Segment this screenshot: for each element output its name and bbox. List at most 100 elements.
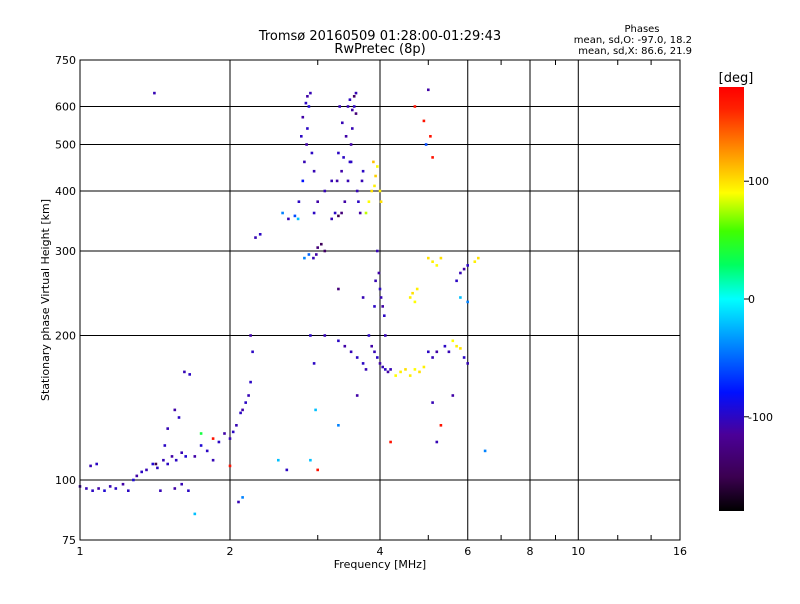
data-point — [352, 105, 356, 108]
data-point — [466, 362, 469, 365]
data-point — [333, 211, 337, 215]
data-point — [199, 432, 203, 435]
data-point — [389, 368, 392, 371]
data-point — [394, 374, 397, 377]
data-point — [153, 91, 156, 95]
data-point — [413, 105, 417, 108]
data-point — [312, 169, 316, 173]
data-point — [316, 200, 319, 203]
data-point — [424, 143, 428, 146]
data-point — [408, 374, 412, 377]
data-point — [443, 344, 447, 348]
data-point — [166, 462, 169, 466]
data-point — [427, 256, 430, 260]
data-point — [241, 496, 244, 499]
data-point — [439, 256, 443, 260]
data-point — [217, 440, 221, 444]
data-point — [114, 487, 118, 490]
stats-line-o: mean, sd,O: -97.0, 18.2 — [574, 35, 692, 46]
colorbar-label: [deg] — [719, 71, 754, 86]
data-point — [422, 119, 426, 123]
data-point — [462, 356, 466, 359]
data-point — [431, 260, 434, 263]
data-point — [376, 165, 379, 168]
data-point — [151, 462, 155, 466]
data-point — [379, 200, 383, 203]
data-point — [455, 344, 458, 348]
data-point — [343, 344, 347, 348]
data-point — [435, 264, 439, 267]
y-tick-label: 600 — [55, 101, 76, 114]
data-point — [251, 350, 254, 354]
data-point — [296, 217, 300, 221]
data-point — [473, 260, 477, 263]
data-point — [140, 470, 143, 474]
data-point — [364, 368, 368, 371]
data-point — [239, 411, 242, 415]
data-point — [361, 169, 365, 173]
data-point — [354, 91, 358, 95]
data-point — [351, 108, 354, 112]
data-point — [97, 487, 100, 490]
data-point — [244, 401, 247, 404]
data-point — [439, 424, 443, 427]
data-point — [163, 444, 167, 447]
data-point — [103, 489, 106, 492]
data-point — [413, 368, 417, 371]
data-point — [361, 296, 365, 299]
data-point — [312, 211, 316, 215]
data-point — [306, 127, 309, 130]
data-point — [355, 356, 359, 359]
data-point — [249, 380, 252, 384]
x-tick-label: 10 — [571, 545, 585, 558]
data-point — [300, 135, 303, 138]
chart-title: Tromsø 20160509 01:28:00-01:29:43 — [258, 29, 501, 44]
data-point — [459, 347, 462, 350]
data-point — [379, 296, 383, 299]
x-tick-label: 2 — [227, 545, 234, 558]
data-point — [370, 344, 373, 348]
data-point — [435, 440, 439, 444]
data-point — [335, 179, 339, 183]
x-tick-label: 1 — [77, 545, 84, 558]
data-point — [349, 350, 353, 354]
colorbar-tick-label: 100 — [748, 175, 769, 188]
data-point — [162, 458, 165, 462]
data-point — [320, 242, 323, 246]
data-point — [249, 334, 252, 337]
data-point — [135, 474, 139, 478]
data-point — [156, 466, 159, 470]
data-point — [404, 368, 407, 371]
data-point — [281, 211, 284, 215]
data-point — [455, 279, 458, 283]
data-point — [316, 468, 319, 472]
data-point — [323, 189, 327, 193]
data-point — [180, 482, 183, 486]
data-points — [78, 88, 487, 516]
data-point — [386, 370, 390, 374]
data-point — [346, 179, 350, 183]
data-point — [95, 462, 98, 466]
data-point — [254, 236, 257, 239]
data-point — [341, 121, 344, 125]
data-point — [376, 356, 379, 359]
data-point — [427, 350, 430, 354]
data-point — [337, 214, 340, 218]
data-point — [170, 455, 174, 458]
data-point — [367, 200, 371, 203]
data-point — [337, 339, 340, 343]
y-tick-label: 750 — [55, 54, 76, 67]
data-point — [211, 458, 215, 462]
data-point — [343, 200, 347, 203]
data-point — [312, 362, 316, 365]
colorbar-tick-label: -100 — [748, 411, 773, 424]
plot-frame — [79, 59, 681, 541]
data-point — [277, 458, 280, 462]
data-point — [323, 334, 327, 337]
data-point — [459, 296, 462, 299]
data-point — [462, 267, 466, 271]
data-point — [310, 151, 314, 155]
data-point — [166, 427, 169, 430]
data-point — [173, 408, 177, 412]
